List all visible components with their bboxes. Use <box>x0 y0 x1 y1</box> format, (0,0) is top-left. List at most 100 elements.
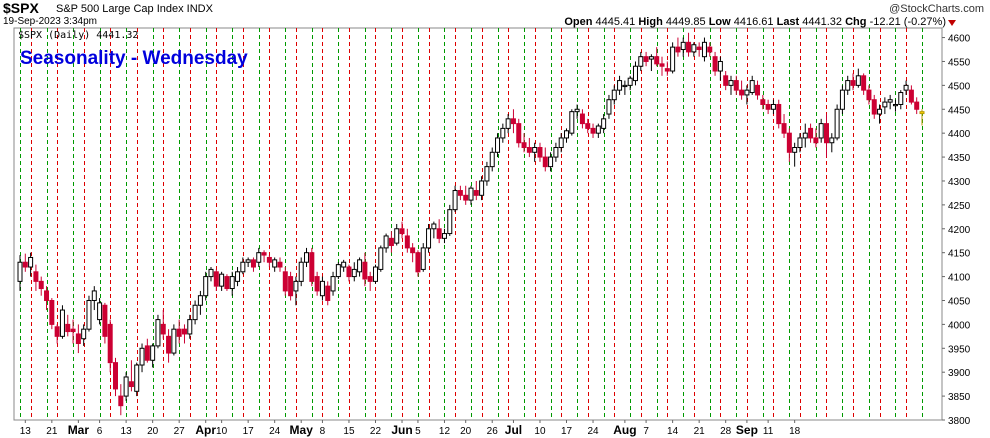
candle-body <box>91 290 97 301</box>
x-tick-label: 17 <box>561 426 573 437</box>
y-tick-label: 4550 <box>948 57 971 68</box>
candle-body <box>160 323 166 335</box>
candle-body <box>548 156 554 168</box>
candle-body <box>426 228 432 249</box>
candle-body <box>877 108 883 115</box>
candle-body <box>617 80 623 91</box>
candle-body <box>627 77 633 86</box>
y-tick-label: 4350 <box>948 153 971 164</box>
candle-body <box>256 252 262 263</box>
candle-body <box>250 259 256 268</box>
candle-body <box>335 264 341 278</box>
candle-body <box>97 302 103 321</box>
candle-body <box>914 101 920 110</box>
candle-body <box>144 345 150 361</box>
chart-datetime: 19-Sep-2023 3:34pm <box>3 16 97 27</box>
weekday-gridlines <box>20 28 923 420</box>
last-label: Last <box>776 16 800 28</box>
candle-body <box>128 381 134 388</box>
candle-body <box>197 295 203 306</box>
candle-body <box>595 125 601 134</box>
candle-body <box>664 68 670 72</box>
candle-body <box>781 123 787 134</box>
candle-body <box>855 75 861 86</box>
candle-body <box>648 56 654 60</box>
candle-body <box>155 319 161 347</box>
candle-body <box>203 276 209 297</box>
x-tick-label: 14 <box>667 426 679 437</box>
candle-body <box>542 156 548 168</box>
candle-body <box>298 261 304 282</box>
candle-body <box>579 113 585 125</box>
x-tick-label: Jun <box>391 423 412 437</box>
candle-body <box>564 130 570 139</box>
candle-body <box>686 41 692 53</box>
open-label: Open <box>564 16 593 28</box>
x-tick-label: 24 <box>587 426 599 437</box>
y-tick-label: 3900 <box>948 368 971 379</box>
y-tick-label: 4250 <box>948 201 971 212</box>
candle-body <box>70 328 76 333</box>
x-tick-label: 13 <box>121 426 133 437</box>
candle-body <box>500 127 506 139</box>
candle-body <box>733 80 739 91</box>
candle-body <box>410 247 416 254</box>
x-tick-label: 20 <box>460 426 472 437</box>
candle-body <box>808 127 814 139</box>
candle-body <box>171 328 177 354</box>
candle-body <box>590 127 596 134</box>
candle-body <box>611 89 617 101</box>
candle-body <box>696 46 702 51</box>
candle-body <box>452 190 458 211</box>
candle-body <box>404 235 410 249</box>
ticker-symbol: $SPX <box>3 0 39 16</box>
x-tick-label: 20 <box>147 426 159 437</box>
candle-body <box>919 111 925 115</box>
candle-body <box>229 276 235 290</box>
candle-body <box>866 89 872 101</box>
candle-body <box>277 261 283 268</box>
candle-body <box>516 123 522 144</box>
candle-body <box>601 118 607 129</box>
x-tick-label: 27 <box>174 426 186 437</box>
candle-body <box>367 276 373 282</box>
candle-body <box>304 252 310 263</box>
x-axis: 13 21 Mar 6 13 20 27 Apr 10 17 24 May 8 15 22 Jun 5 12 20 2… <box>20 420 801 437</box>
candle-body <box>415 252 421 273</box>
candle-body <box>813 137 819 144</box>
x-tick-label: May <box>290 423 314 437</box>
candle-body <box>330 276 336 292</box>
y-tick-label: 4200 <box>948 225 971 236</box>
x-tick-label: 8 <box>320 426 326 437</box>
x-tick-label: 28 <box>720 426 732 437</box>
candle-body <box>272 259 278 268</box>
candle-body <box>765 103 771 110</box>
candle-body <box>288 276 294 297</box>
candle-body <box>59 309 65 337</box>
x-tick-label: 22 <box>370 426 382 437</box>
candlestick-series <box>17 32 925 416</box>
x-tick-label: 24 <box>269 426 281 437</box>
chg-value: -12.21 (-0.27%) <box>869 16 946 28</box>
candle-body <box>118 395 124 407</box>
candle-body <box>240 261 246 273</box>
candle-body <box>309 252 315 282</box>
candle-body <box>717 60 723 72</box>
low-label: Low <box>708 16 731 28</box>
candle-body <box>394 228 400 244</box>
candle-body <box>675 46 681 53</box>
candle-body <box>208 268 214 278</box>
series-legend: $SPX (Daily) 4441.32 <box>18 30 138 41</box>
x-tick-label: 21 <box>694 426 706 437</box>
candle-body <box>802 132 808 139</box>
candle-body <box>293 280 299 292</box>
candle-body <box>659 63 665 67</box>
high-value: 4449.85 <box>665 16 706 28</box>
candle-body <box>574 108 580 113</box>
y-tick-label: 4100 <box>948 273 971 284</box>
candle-body <box>224 276 230 290</box>
x-tick-label: 7 <box>643 426 649 437</box>
x-tick-label: 5 <box>415 426 421 437</box>
brand-watermark[interactable]: @StockCharts.com <box>889 3 984 15</box>
